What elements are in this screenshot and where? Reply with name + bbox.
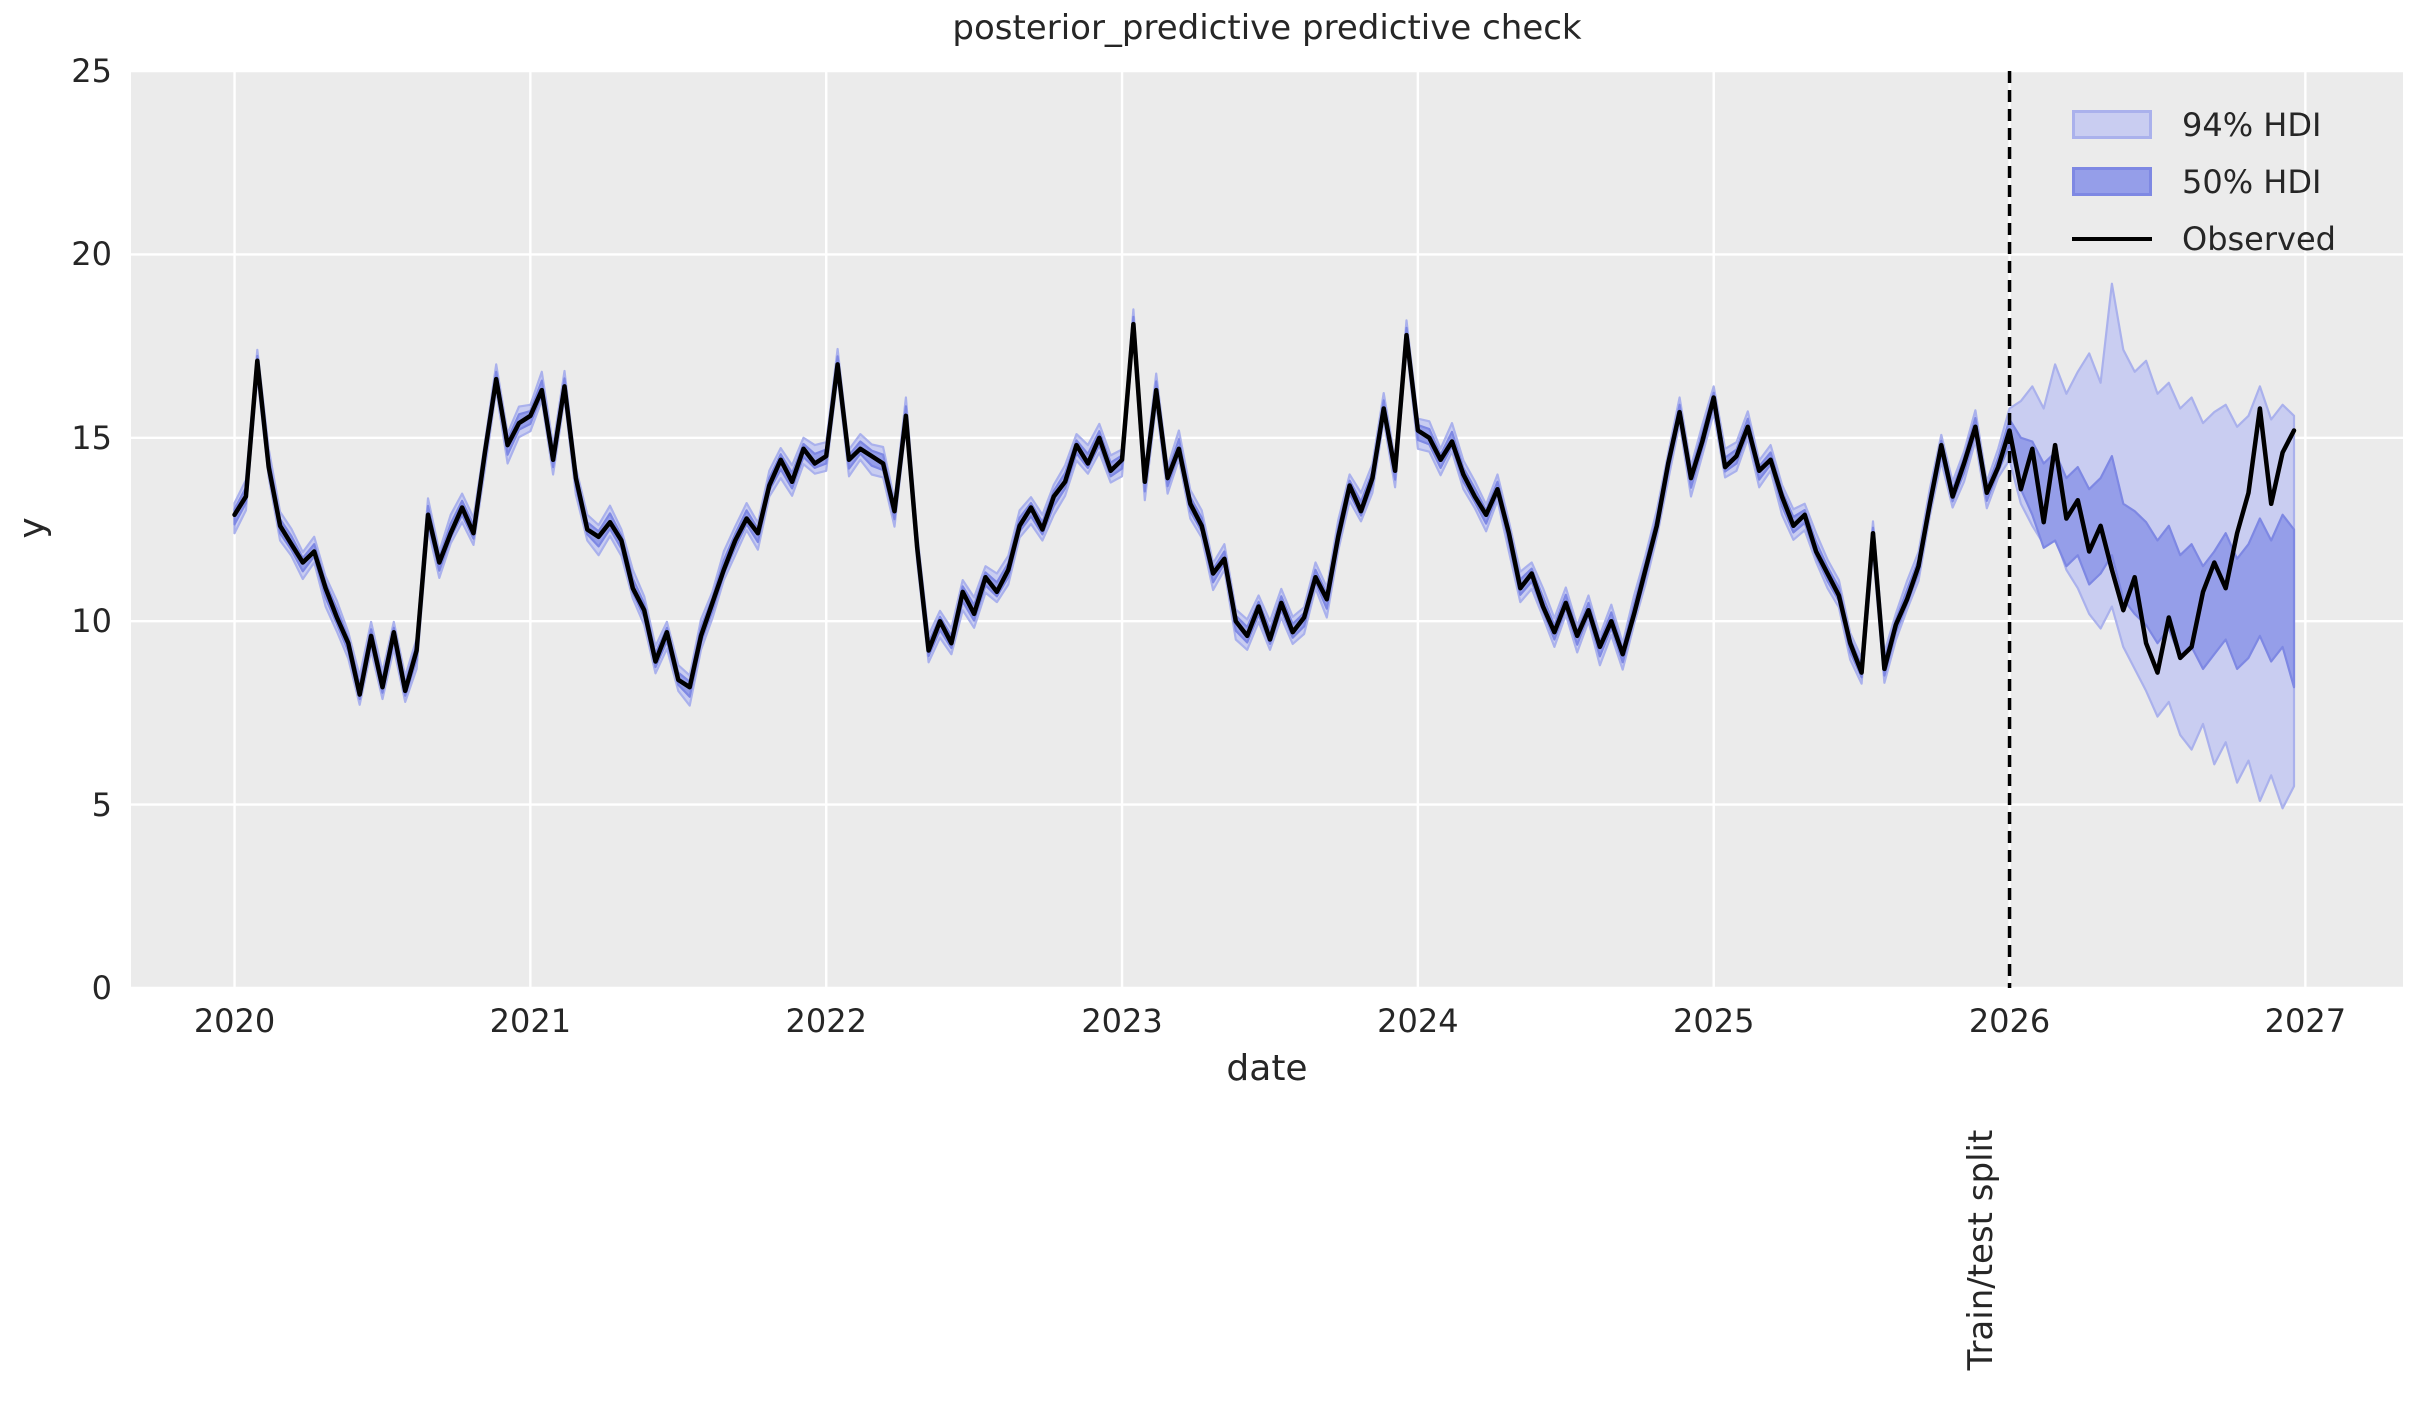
x-tick-label: 2022 — [785, 1002, 867, 1040]
x-tick-label: 2026 — [1968, 1002, 2051, 1040]
x-tick-label: 2024 — [1377, 1002, 1459, 1040]
y-tick-label: 20 — [71, 235, 112, 274]
x-axis-label: date — [1226, 1048, 1308, 1089]
y-tick-label: 25 — [71, 52, 112, 90]
legend-label: 94% HDI — [2182, 105, 2322, 144]
legend-label: Observed — [2182, 219, 2336, 258]
split-line-label: Train/test split — [1961, 1129, 2001, 1371]
y-tick-label: 0 — [91, 969, 112, 1007]
x-tick-label: 2023 — [1081, 1002, 1163, 1040]
legend-item-observed: Observed — [2072, 210, 2336, 267]
observed-line — [232, 321, 2297, 697]
x-tick-label: 2021 — [489, 1002, 572, 1040]
hdi50-swatch-icon — [2072, 167, 2152, 196]
observed-series — [232, 321, 2297, 697]
legend-item-94-hdi: 94% HDI — [2072, 96, 2336, 153]
x-tick-label: 2020 — [193, 1002, 276, 1040]
y-tick-label: 5 — [91, 785, 112, 824]
observed-line-swatch-icon — [2072, 236, 2152, 241]
y-tick-label: 10 — [71, 602, 112, 641]
legend-item-50-hdi: 50% HDI — [2072, 153, 2336, 210]
legend: 94% HDI 50% HDI Observed — [2072, 96, 2336, 267]
legend-label: 50% HDI — [2182, 162, 2322, 201]
y-tick-label: 15 — [71, 418, 112, 457]
plot-background — [131, 71, 2403, 988]
chart-title: posterior_predictive predictive check — [952, 8, 1582, 48]
x-tick-label: 2025 — [1672, 1002, 1755, 1040]
y-axis-label: y — [11, 517, 53, 539]
hdi94-swatch-icon — [2072, 110, 2152, 139]
x-tick-label: 2027 — [2264, 1002, 2347, 1040]
